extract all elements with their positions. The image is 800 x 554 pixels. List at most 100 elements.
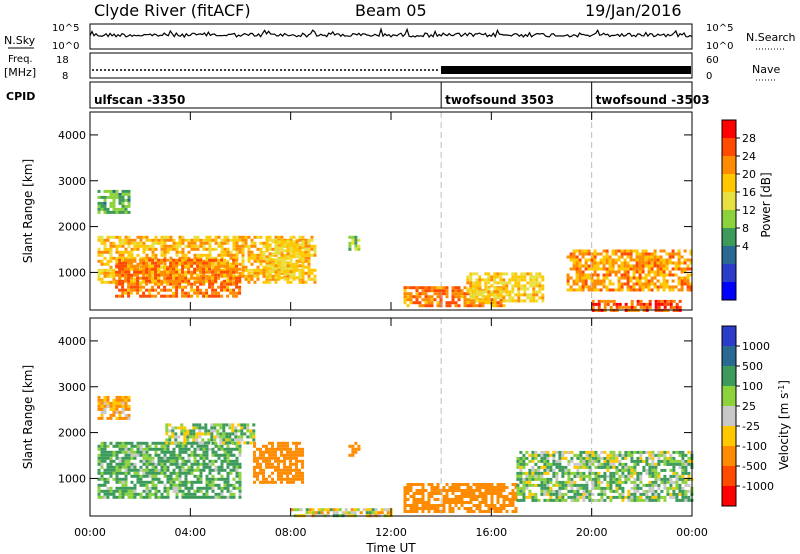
range-time-cell	[250, 253, 254, 257]
range-time-cell	[537, 498, 541, 502]
range-time-cell	[612, 299, 616, 303]
range-time-cell	[136, 288, 140, 292]
range-time-cell	[606, 480, 610, 484]
range-time-cell	[523, 287, 527, 291]
range-time-cell	[289, 243, 293, 247]
range-time-cell	[148, 267, 152, 271]
range-time-cell	[160, 468, 164, 472]
range-time-cell	[139, 261, 143, 265]
range-time-cell	[573, 483, 577, 487]
range-time-cell	[118, 253, 122, 257]
range-time-cell	[124, 235, 128, 239]
range-time-cell	[174, 426, 178, 430]
range-time-cell	[232, 282, 236, 286]
range-time-cell	[205, 279, 209, 283]
range-time-cell	[103, 280, 107, 284]
range-time-cell	[608, 255, 612, 259]
range-time-cell	[133, 495, 137, 499]
range-time-cell	[588, 468, 592, 472]
range-time-cell	[662, 273, 666, 277]
range-time-cell	[180, 432, 184, 436]
range-time-cell	[525, 462, 529, 466]
range-time-cell	[626, 249, 630, 253]
range-time-cell	[286, 240, 290, 244]
range-time-cell	[502, 486, 506, 489]
colorbar-tick-label: 12	[742, 204, 756, 217]
range-time-cell	[641, 252, 645, 256]
range-time-cell	[591, 450, 595, 454]
range-time-cell	[564, 483, 568, 487]
range-time-cell	[121, 282, 125, 286]
range-time-cell	[151, 250, 155, 254]
range-time-cell	[567, 477, 571, 481]
range-time-cell	[614, 252, 618, 256]
range-time-cell	[100, 277, 104, 281]
range-time-cell	[624, 495, 628, 499]
colorbar-swatch	[722, 156, 736, 175]
range-time-cell	[460, 489, 464, 492]
range-time-cell	[415, 301, 419, 305]
range-time-cell	[103, 456, 107, 460]
range-time-cell	[181, 483, 185, 487]
range-time-cell	[623, 267, 627, 271]
range-time-cell	[531, 498, 535, 502]
range-time-cell	[193, 453, 197, 457]
range-time-cell	[582, 498, 586, 502]
range-time-cell	[475, 504, 479, 507]
range-time-cell	[166, 477, 170, 481]
range-time-cell	[165, 429, 169, 433]
range-time-cell	[582, 462, 586, 466]
range-time-cell	[663, 468, 667, 472]
range-time-cell	[175, 270, 179, 274]
range-time-cell	[160, 235, 164, 239]
range-time-cell	[487, 296, 491, 300]
range-time-cell	[535, 293, 539, 297]
range-time-cell	[668, 285, 672, 289]
range-time-cell	[371, 508, 375, 512]
range-time-cell	[124, 416, 128, 420]
range-time-cell	[579, 492, 583, 496]
range-time-cell	[686, 279, 690, 283]
range-time-cell	[184, 244, 188, 248]
range-time-cell	[351, 444, 355, 448]
range-time-cell	[226, 456, 230, 460]
range-time-cell	[265, 258, 269, 262]
range-time-cell	[168, 438, 172, 442]
range-time-cell	[531, 465, 535, 469]
range-time-cell	[223, 480, 227, 484]
range-time-cell	[597, 305, 601, 309]
range-time-cell	[609, 477, 613, 481]
range-time-cell	[172, 267, 176, 271]
range-time-cell	[645, 462, 649, 466]
range-time-cell	[121, 195, 125, 199]
x-tick-label: 00:00	[676, 526, 708, 539]
range-time-cell	[259, 253, 263, 257]
range-time-cell	[238, 462, 242, 466]
range-time-cell	[561, 495, 565, 499]
range-time-cell	[359, 511, 363, 515]
range-time-cell	[597, 486, 601, 490]
range-time-cell	[127, 486, 131, 490]
range-time-cell	[534, 495, 538, 499]
range-time-cell	[588, 495, 592, 499]
range-time-cell	[199, 282, 203, 286]
range-time-cell	[332, 508, 336, 512]
range-time-cell	[584, 273, 588, 277]
range-time-cell	[627, 453, 631, 457]
range-time-cell	[106, 280, 110, 284]
range-time-cell	[145, 279, 149, 283]
range-time-cell	[184, 259, 188, 263]
range-time-cell	[672, 305, 676, 309]
range-time-cell	[229, 262, 233, 266]
range-time-cell	[651, 462, 655, 466]
range-time-cell	[259, 450, 262, 454]
range-time-cell	[572, 282, 576, 286]
range-time-cell	[609, 486, 613, 490]
range-time-cell	[689, 252, 693, 256]
range-time-cell	[205, 238, 209, 242]
range-time-cell	[142, 468, 146, 472]
range-time-cell	[638, 279, 642, 283]
range-time-cell	[540, 477, 544, 481]
range-time-cell	[118, 486, 122, 490]
range-time-cell	[663, 474, 667, 478]
